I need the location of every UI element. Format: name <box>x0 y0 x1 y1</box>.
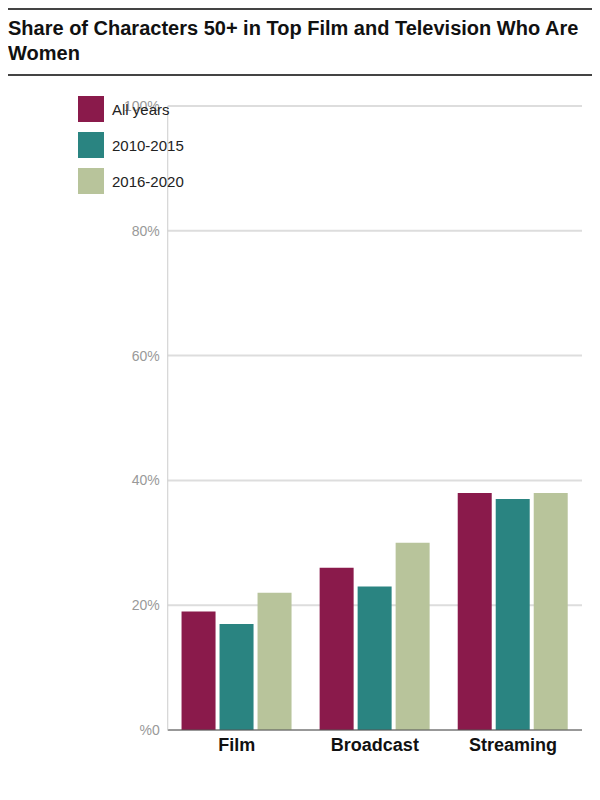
svg-text:60%: 60% <box>132 348 160 364</box>
svg-text:80%: 80% <box>132 223 160 239</box>
svg-text:Streaming: Streaming <box>469 735 557 755</box>
svg-text:100%: 100% <box>124 98 160 114</box>
svg-text:%0: %0 <box>140 722 160 738</box>
svg-text:Broadcast: Broadcast <box>331 735 419 755</box>
svg-text:40%: 40% <box>132 472 160 488</box>
svg-text:Film: Film <box>218 735 255 755</box>
svg-text:20%: 20% <box>132 597 160 613</box>
